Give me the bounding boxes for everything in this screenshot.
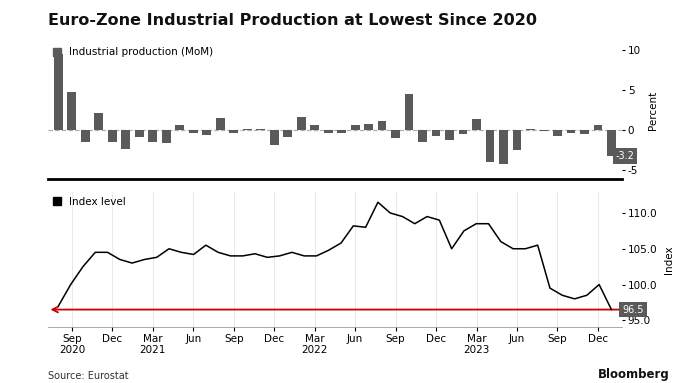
Bar bbox=[499, 130, 508, 164]
Bar bbox=[377, 121, 386, 130]
Bar bbox=[67, 92, 76, 130]
Text: 96.5: 96.5 bbox=[622, 304, 644, 314]
Y-axis label: Percent: Percent bbox=[648, 90, 658, 130]
Bar bbox=[540, 130, 548, 131]
Bar bbox=[566, 130, 575, 133]
Bar bbox=[256, 129, 265, 130]
Bar bbox=[229, 130, 238, 133]
Bar bbox=[122, 130, 130, 149]
Text: Bloomberg: Bloomberg bbox=[598, 368, 670, 381]
Bar bbox=[54, 54, 63, 130]
Bar bbox=[486, 130, 494, 162]
Bar bbox=[391, 130, 400, 138]
Legend: Industrial production (MoM): Industrial production (MoM) bbox=[53, 47, 214, 57]
Bar bbox=[148, 130, 157, 142]
Bar bbox=[216, 118, 224, 130]
Bar bbox=[95, 113, 103, 130]
Text: Source: Eurostat: Source: Eurostat bbox=[48, 371, 129, 381]
Bar bbox=[513, 130, 522, 150]
Bar bbox=[108, 130, 117, 142]
Bar bbox=[135, 130, 143, 136]
Bar bbox=[526, 129, 535, 130]
Bar bbox=[189, 130, 198, 133]
Bar bbox=[270, 130, 279, 144]
Bar bbox=[243, 129, 252, 130]
Bar bbox=[310, 124, 319, 130]
Bar bbox=[284, 130, 292, 136]
Bar bbox=[162, 130, 171, 143]
Bar bbox=[203, 130, 211, 135]
Bar bbox=[432, 130, 441, 136]
Bar bbox=[324, 130, 333, 133]
Bar bbox=[607, 130, 616, 156]
Legend: Index level: Index level bbox=[53, 197, 126, 207]
Bar bbox=[418, 130, 427, 142]
Bar bbox=[472, 119, 481, 130]
Bar bbox=[405, 94, 413, 130]
Bar bbox=[364, 124, 373, 130]
Text: Euro-Zone Industrial Production at Lowest Since 2020: Euro-Zone Industrial Production at Lowes… bbox=[48, 13, 537, 28]
Bar bbox=[458, 130, 467, 134]
Bar bbox=[351, 125, 360, 130]
Y-axis label: Index: Index bbox=[664, 245, 675, 274]
Bar bbox=[175, 124, 184, 130]
Bar bbox=[81, 130, 90, 142]
Bar bbox=[594, 124, 602, 130]
Bar bbox=[445, 130, 454, 140]
Bar bbox=[553, 130, 562, 136]
Bar bbox=[337, 130, 346, 133]
Bar bbox=[580, 130, 589, 134]
Bar bbox=[296, 117, 305, 130]
Text: -3.2: -3.2 bbox=[615, 151, 634, 161]
